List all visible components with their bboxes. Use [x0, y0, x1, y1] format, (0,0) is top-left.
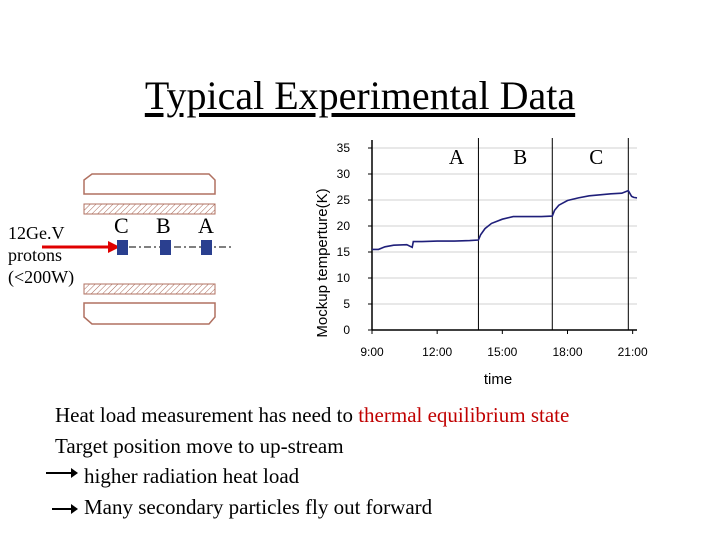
target-label-a: A — [198, 213, 214, 238]
x-tick-label-4: 21:00 — [618, 345, 648, 359]
event-label-b: B — [513, 145, 527, 169]
beam-label: 12Ge.V protons (<200W) — [8, 222, 74, 288]
lower-vessel-outline — [83, 302, 216, 325]
y-tick-label-30: 30 — [337, 167, 351, 181]
lower-plate — [83, 283, 216, 295]
upper-plate — [83, 203, 216, 215]
beam-arrow-head — [108, 241, 120, 253]
event-label-c: C — [589, 145, 603, 169]
point-1-arrow-icon — [46, 468, 78, 478]
y-tick-label-0: 0 — [343, 323, 350, 337]
point-1-text: higher radiation heat load — [84, 464, 300, 488]
x-tick-label-2: 15:00 — [487, 345, 517, 359]
target-b — [160, 240, 171, 255]
target-schematic: C B A — [42, 173, 232, 325]
x-tick-label-1: 12:00 — [422, 345, 452, 359]
target-c — [117, 240, 128, 255]
paragraph-1-text: Heat load measurement has need to — [55, 403, 359, 427]
y-tick-label-25: 25 — [337, 193, 351, 207]
chart-axes — [371, 140, 637, 331]
beam-label-line-2: protons — [8, 245, 62, 265]
target-a — [201, 240, 212, 255]
y-tick-label-5: 5 — [343, 297, 350, 311]
upper-vessel-outline — [83, 173, 216, 195]
target-label-c: C — [114, 213, 129, 238]
y-axis-label: Mockup temperture(K) — [314, 188, 331, 337]
y-tick-label-35: 35 — [337, 141, 351, 155]
temperature-chart: A B C 0 5 10 15 20 25 30 35 9:00 12:00 15:00 18:00 21:… — [314, 138, 648, 388]
paragraph-1-highlight: thermal equilibrium state — [358, 403, 570, 427]
x-axis-label: time — [484, 371, 512, 388]
y-tick-label-10: 10 — [337, 271, 351, 285]
beam-label-line-1: 12Ge.V — [8, 223, 65, 243]
page-title-text: Typical Experimental Data — [144, 73, 576, 118]
paragraph-2: Target position move to up-stream — [55, 434, 344, 458]
page-title: Typical Experimental Data — [0, 72, 720, 120]
chart-ticks: 0 5 10 15 20 25 30 35 9:00 12:00 15:00 18:00 21:00 — [337, 141, 648, 359]
beam-label-line-3: (<200W) — [8, 267, 75, 287]
y-tick-label-20: 20 — [337, 219, 351, 233]
point-2-text: Many secondary particles fly out forward — [84, 495, 433, 519]
event-label-a: A — [449, 145, 465, 169]
y-tick-label-15: 15 — [337, 245, 351, 259]
chart-event-lines: A B C — [449, 138, 629, 330]
target-label-b: B — [156, 213, 171, 238]
x-tick-label-0: 9:00 — [360, 345, 384, 359]
x-tick-label-3: 18:00 — [552, 345, 582, 359]
series-line-temperature — [372, 189, 638, 251]
point-2-arrow-icon — [52, 504, 78, 514]
paragraph-1: Heat load measurement has need to therma… — [55, 402, 569, 428]
chart-grid — [372, 147, 637, 305]
